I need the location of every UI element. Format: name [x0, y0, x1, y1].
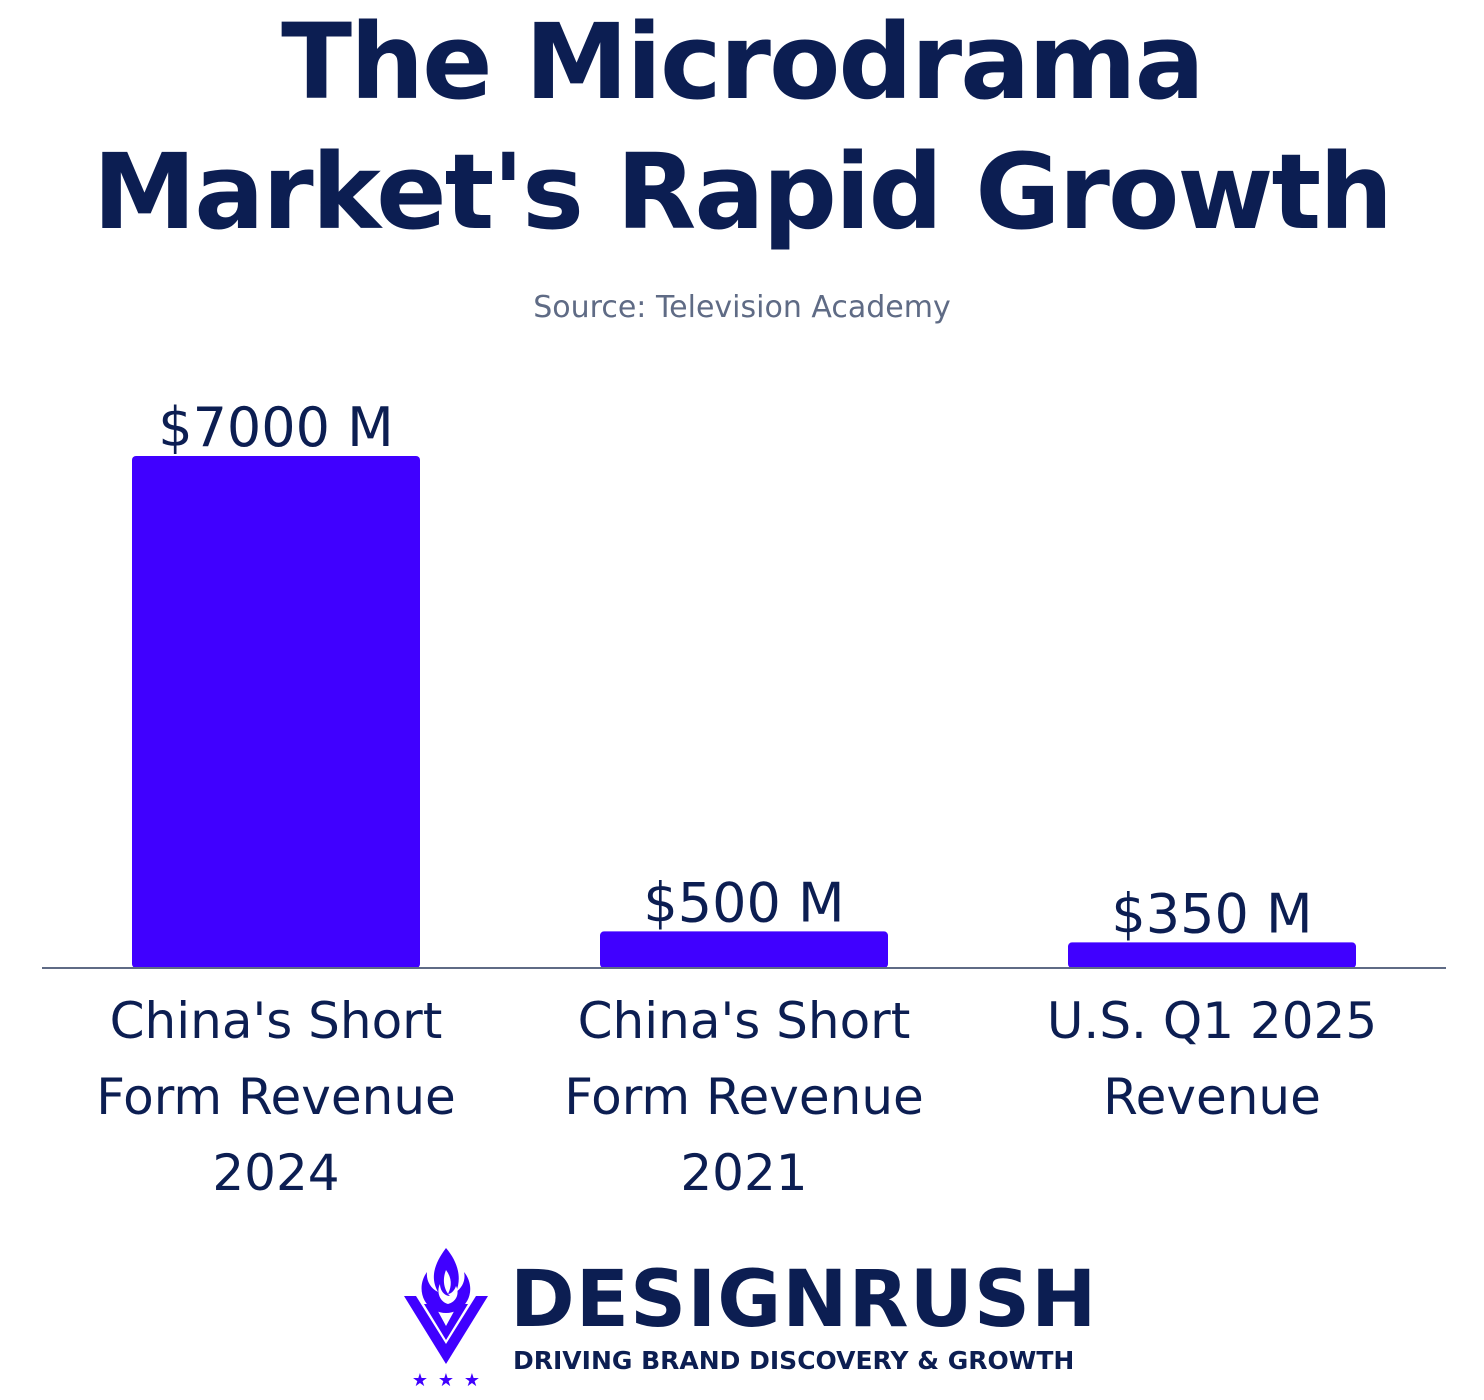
- chart-title-line-1: The Microdrama: [281, 1, 1205, 123]
- chart-title-line-2: Market's Rapid Growth: [92, 131, 1393, 253]
- designrush-flame-v-icon: ★ ★ ★: [404, 1248, 488, 1390]
- category-label-3-line-2: Revenue: [1103, 1068, 1321, 1126]
- svg-text:★: ★: [438, 1370, 454, 1390]
- category-label-1: China's Short Form Revenue 2024: [96, 992, 456, 1202]
- brand-tagline: DRIVING BRAND DISCOVERY & GROWTH: [513, 1346, 1075, 1375]
- value-label-3: $350 M: [1111, 882, 1312, 945]
- brand-name: DESIGNRUSH: [510, 1255, 1098, 1345]
- svg-text:★: ★: [412, 1370, 428, 1390]
- chart-source: Source: Television Academy: [533, 290, 951, 325]
- category-label-2-line-3: 2021: [680, 1144, 807, 1202]
- value-label-2: $500 M: [643, 871, 844, 934]
- category-label-3-line-1: U.S. Q1 2025: [1047, 992, 1377, 1050]
- bar-1: [132, 456, 420, 968]
- bar-chart: $7000 M $500 M $350 M China's Short Form Re…: [42, 396, 1446, 1202]
- category-label-1-line-2: Form Revenue: [96, 1068, 456, 1126]
- value-labels: $7000 M $500 M $350 M: [158, 396, 1312, 945]
- category-label-1-line-3: 2024: [212, 1144, 339, 1202]
- category-label-1-line-1: China's Short: [110, 992, 443, 1050]
- category-label-2-line-1: China's Short: [578, 992, 911, 1050]
- bars: [132, 456, 1356, 968]
- bar-3: [1068, 942, 1356, 968]
- svg-text:★: ★: [464, 1370, 480, 1390]
- category-label-2-line-2: Form Revenue: [564, 1068, 924, 1126]
- value-label-1: $7000 M: [158, 396, 394, 459]
- bar-2: [600, 931, 888, 968]
- designrush-logo: ★ ★ ★ DESIGNRUSH DRIVING BRAND DISCOVERY…: [400, 1240, 1100, 1390]
- category-label-2: China's Short Form Revenue 2021: [564, 992, 924, 1202]
- category-label-3: U.S. Q1 2025 Revenue: [1047, 992, 1377, 1126]
